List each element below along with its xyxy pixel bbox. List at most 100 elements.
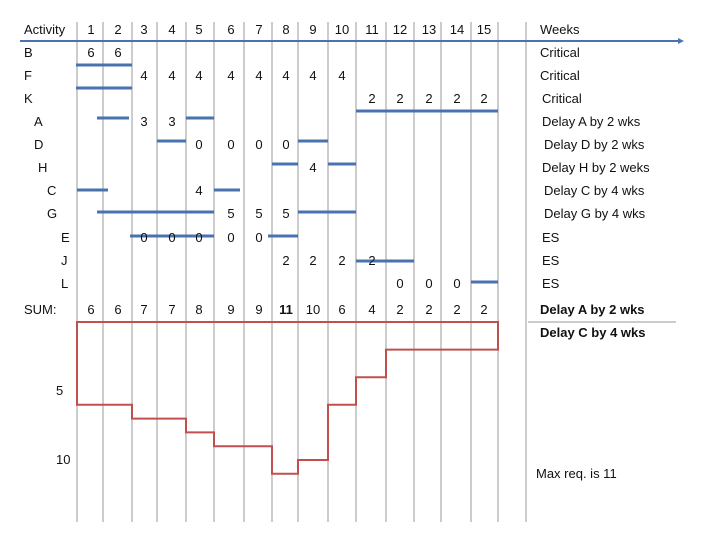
- resource-value: 6: [114, 45, 122, 60]
- resource-value: 4: [195, 183, 203, 198]
- resource-value: 4: [195, 68, 203, 83]
- resource-value: 2: [425, 91, 433, 106]
- resource-value: 5: [227, 206, 235, 221]
- schedule-note: ES: [542, 253, 560, 268]
- resource-value: 4: [338, 68, 346, 83]
- conclusion-line: Delay C by 4 wks: [540, 325, 646, 340]
- activity-label-L: L: [61, 276, 69, 291]
- week-number-9: 9: [309, 22, 317, 37]
- activity-label-K: K: [24, 91, 33, 106]
- week-number-5: 5: [195, 22, 203, 37]
- activity-label-H: H: [38, 160, 48, 175]
- resource-value: 2: [396, 91, 404, 106]
- week-number-3: 3: [140, 22, 148, 37]
- resource-value: 2: [368, 91, 376, 106]
- week-number-8: 8: [282, 22, 290, 37]
- week-number-10: 10: [334, 22, 350, 37]
- schedule-note: Critical: [540, 45, 580, 60]
- schedule-note: ES: [542, 276, 560, 291]
- week-number-11: 11: [365, 22, 379, 37]
- schedule-note: Delay C by 4 wks: [544, 183, 645, 198]
- sum-value: 7: [140, 302, 148, 317]
- activity-label-A: A: [34, 114, 43, 129]
- sum-value: 4: [368, 302, 376, 317]
- sum-value: 2: [480, 302, 488, 317]
- schedule-note: Delay H by 2 weks: [542, 160, 650, 175]
- sum-value: 8: [195, 302, 203, 317]
- sum-value: 9: [255, 302, 263, 317]
- resource-axis-tick: 5: [56, 383, 64, 398]
- resource-value: 0: [396, 276, 404, 291]
- resource-value: 4: [227, 68, 235, 83]
- sum-value: 2: [453, 302, 461, 317]
- schedule-note: Delay A by 2 wks: [542, 114, 641, 129]
- sum-value: 11: [279, 302, 293, 317]
- week-number-12: 12: [392, 22, 408, 37]
- resource-value: 4: [309, 160, 317, 175]
- resource-value: 2: [282, 253, 290, 268]
- activity-label-D: D: [34, 137, 44, 152]
- activity-label-G: G: [47, 206, 58, 221]
- resource-value: 2: [309, 253, 317, 268]
- activity-label-E: E: [61, 230, 70, 245]
- sum-label: SUM:: [24, 302, 57, 317]
- week-number-13: 13: [421, 22, 437, 37]
- resource-value: 5: [282, 206, 290, 221]
- week-number-1: 1: [87, 22, 95, 37]
- conclusion-line: Delay A by 2 wks: [540, 302, 645, 317]
- sum-value: 6: [114, 302, 122, 317]
- resource-value: 2: [368, 253, 376, 268]
- resource-value: 4: [140, 68, 148, 83]
- resource-axis-tick: 10: [56, 452, 71, 467]
- activity-label-B: B: [24, 45, 33, 60]
- sum-value: 6: [338, 302, 346, 317]
- sum-value: 9: [227, 302, 235, 317]
- resource-value: 6: [87, 45, 95, 60]
- resource-value: 4: [282, 68, 290, 83]
- resource-value: 2: [480, 91, 488, 106]
- week-number-2: 2: [114, 22, 122, 37]
- resource-value: 0: [168, 230, 176, 245]
- resource-value: 0: [425, 276, 433, 291]
- activity-column-header: Activity: [24, 22, 66, 37]
- schedule-note: Critical: [540, 68, 580, 83]
- week-number-14: 14: [449, 22, 465, 37]
- schedule-note: Critical: [542, 91, 582, 106]
- resource-value: 2: [453, 91, 461, 106]
- resource-value: 3: [140, 114, 148, 129]
- resource-value: 0: [195, 137, 203, 152]
- resource-value: 0: [195, 230, 203, 245]
- resource-value: 0: [140, 230, 148, 245]
- sum-value: 2: [425, 302, 433, 317]
- sum-value: 6: [87, 302, 95, 317]
- schedule-note: Delay D by 2 wks: [544, 137, 645, 152]
- resource-value: 4: [168, 68, 176, 83]
- resource-value: 4: [255, 68, 263, 83]
- sum-value: 7: [168, 302, 176, 317]
- resource-value: 0: [227, 137, 235, 152]
- resource-value: 0: [255, 230, 263, 245]
- week-number-4: 4: [168, 22, 176, 37]
- week-number-6: 6: [227, 22, 235, 37]
- resource-value: 0: [227, 230, 235, 245]
- weeks-label: Weeks: [540, 22, 580, 37]
- resource-value: 0: [282, 137, 290, 152]
- axis-arrow: [678, 38, 684, 44]
- resource-profile-line: [76, 321, 499, 475]
- sum-value: 2: [396, 302, 404, 317]
- resource-value: 0: [453, 276, 461, 291]
- resource-value: 0: [255, 137, 263, 152]
- week-number-15: 15: [476, 22, 492, 37]
- resource-value: 3: [168, 114, 176, 129]
- activity-label-J: J: [61, 253, 68, 268]
- max-requirement-note: Max req. is 11: [536, 466, 617, 481]
- week-number-7: 7: [255, 22, 263, 37]
- schedule-note: Delay G by 4 wks: [544, 206, 646, 221]
- resource-value: 4: [309, 68, 317, 83]
- sum-value: 10: [305, 302, 321, 317]
- activity-label-C: C: [47, 183, 57, 198]
- resource-value: 2: [338, 253, 346, 268]
- schedule-note: ES: [542, 230, 560, 245]
- activity-label-F: F: [24, 68, 32, 83]
- resource-value: 5: [255, 206, 263, 221]
